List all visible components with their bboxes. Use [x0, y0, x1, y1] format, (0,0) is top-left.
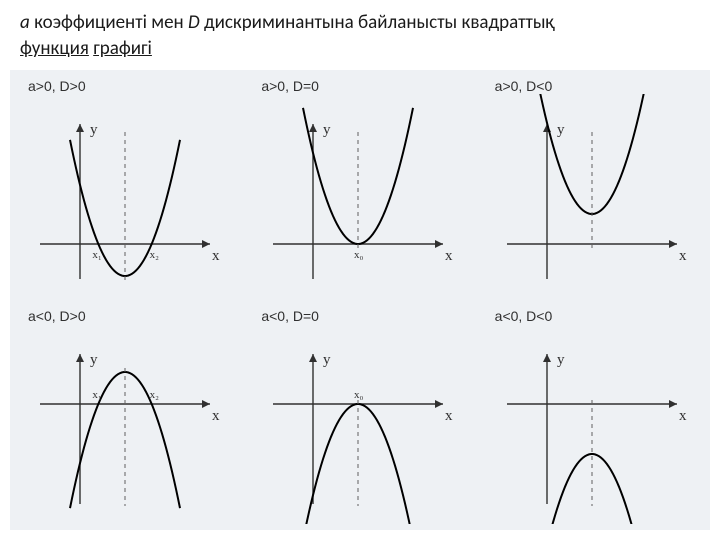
- svg-text:x: x: [679, 408, 687, 424]
- cell-condition: a<0, D=0: [261, 308, 319, 324]
- title-t2: дискриминантына байланысты квадраттық: [200, 11, 555, 34]
- title-t1: коэффициенті мен: [30, 11, 188, 34]
- title-a: a: [20, 11, 30, 34]
- svg-text:y: y: [90, 122, 98, 138]
- svg-text:x₂: x₂: [150, 389, 160, 401]
- parabola-cell: a<0, D=0 x y x₀: [243, 300, 476, 530]
- svg-text:x: x: [445, 248, 453, 264]
- parabola-cell: a>0, D=0 x y x₀: [243, 70, 476, 300]
- parabola-plot: x y x₁ x₂: [20, 94, 230, 294]
- parabola-plot: x y x₁ x₂: [20, 324, 230, 524]
- svg-text:x₁: x₁: [92, 249, 102, 261]
- cell-condition: a<0, D>0: [28, 308, 86, 324]
- svg-text:x₀: x₀: [354, 249, 364, 261]
- chart-grid: a>0, D>0 xyx₁x₂a>0, D=0 xyx₀a>0, D<0 xya…: [10, 70, 710, 530]
- title-t3: функция: [20, 37, 89, 60]
- parabola-plot: xy: [487, 324, 697, 524]
- parabola-plot: x y x₀: [253, 94, 463, 294]
- svg-text:x: x: [212, 408, 220, 424]
- title-D: D: [188, 11, 200, 34]
- svg-text:x: x: [212, 248, 220, 264]
- cell-condition: a>0, D>0: [28, 78, 86, 94]
- chart-panel: a>0, D>0 xyx₁x₂a>0, D=0 xyx₀a>0, D<0 xya…: [10, 70, 710, 530]
- page-title: a коэффициенті мен D дискриминантына бай…: [0, 0, 720, 61]
- svg-text:x: x: [679, 248, 687, 264]
- parabola-cell: a<0, D<0 xy: [477, 300, 710, 530]
- svg-text:x₁: x₁: [92, 389, 102, 401]
- svg-text:x₂: x₂: [150, 249, 160, 261]
- svg-text:y: y: [557, 122, 565, 138]
- cell-condition: a<0, D<0: [495, 308, 553, 324]
- parabola-cell: a>0, D>0 x y x₁ x₂: [10, 70, 243, 300]
- svg-text:x: x: [445, 408, 453, 424]
- svg-text:y: y: [323, 122, 331, 138]
- parabola-plot: xy: [487, 94, 697, 294]
- parabola-cell: a>0, D<0 xy: [477, 70, 710, 300]
- title-t5: графигі: [93, 37, 152, 60]
- svg-text:x₀: x₀: [354, 389, 364, 401]
- svg-text:y: y: [90, 352, 98, 368]
- parabola-plot: x y x₀: [253, 324, 463, 524]
- cell-condition: a>0, D<0: [495, 78, 553, 94]
- svg-text:y: y: [323, 352, 331, 368]
- parabola-cell: a<0, D>0 x y x₁ x₂: [10, 300, 243, 530]
- cell-condition: a>0, D=0: [261, 78, 319, 94]
- svg-text:y: y: [557, 352, 565, 368]
